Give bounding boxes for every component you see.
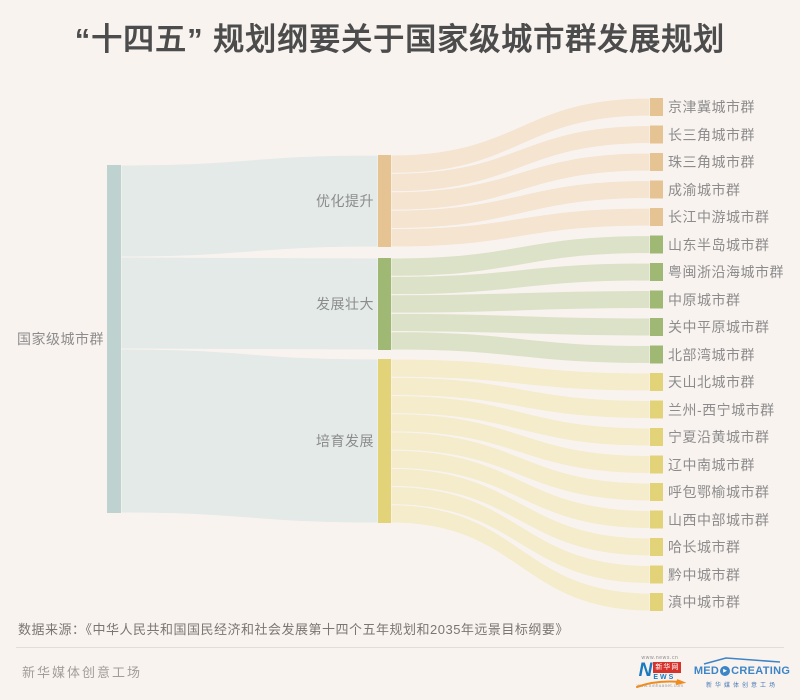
group-label: 发展壮大	[316, 296, 374, 312]
cluster-node-18	[650, 593, 663, 611]
cluster-label: 黔中城市群	[668, 566, 741, 583]
flow-group-0-to-cluster-3	[390, 179, 651, 230]
cluster-label: 哈长城市群	[668, 539, 741, 555]
data-source-note: 数据来源：《中华人民共和国国民经济和社会发展第十四个五年规划和2035年远景目标…	[18, 622, 569, 637]
play-icon: ▶	[720, 665, 731, 676]
cluster-label: 关中平原城市群	[668, 319, 770, 335]
cluster-node-7	[650, 290, 663, 309]
cluster-label: 北部湾城市群	[668, 346, 755, 363]
cluster-label: 兰州-西宁城市群	[668, 401, 775, 418]
cluster-label: 滇中城市群	[668, 594, 741, 610]
cluster-node-6	[650, 263, 663, 281]
group-node-2	[378, 359, 391, 523]
cluster-label: 粤闽浙沿海城市群	[668, 264, 784, 280]
cluster-label: 长江中游城市群	[668, 209, 770, 225]
cluster-label: 辽中南城市群	[668, 456, 755, 473]
cluster-node-1	[650, 125, 663, 144]
cluster-node-15	[650, 510, 663, 529]
footer-logos: www.news.cn N 新华网 EWS www.xinhuanet.com …	[634, 650, 790, 694]
medcreating-logo: MED ▶ CREATING 新华媒体创意工场	[694, 656, 790, 689]
cluster-label: 宁夏沿黄城市群	[668, 429, 770, 445]
cluster-label: 呼包鄂榆城市群	[668, 484, 770, 500]
cluster-node-11	[650, 400, 663, 419]
group-label: 优化提升	[316, 193, 374, 209]
cluster-label: 天山北城市群	[668, 374, 755, 390]
page-title: “十四五” 规划纲要关于国家级城市群发展规划	[74, 22, 726, 57]
cluster-node-5	[650, 235, 663, 254]
cluster-node-2	[650, 153, 663, 171]
cluster-label: 成渝城市群	[668, 181, 741, 198]
cluster-node-0	[650, 98, 663, 116]
cluster-node-13	[650, 455, 663, 474]
xinhuanet-url-bottom: www.xinhuanet.com	[636, 683, 684, 688]
cluster-node-9	[650, 345, 663, 364]
xinhuanet-swoosh-icon	[636, 679, 686, 688]
group-label: 培育发展	[316, 433, 374, 449]
xinhuanet-logo: www.news.cn N 新华网 EWS www.xinhuanet.com	[634, 655, 686, 689]
cluster-node-10	[650, 373, 663, 391]
root-label: 国家级城市群	[17, 331, 104, 347]
group-node-0	[378, 155, 391, 247]
cluster-label: 京津冀城市群	[668, 99, 755, 115]
cluster-node-4	[650, 208, 663, 226]
medcreating-wordmark: MED ▶ CREATING	[693, 664, 791, 677]
cluster-node-8	[650, 318, 663, 336]
cluster-node-16	[650, 538, 663, 556]
footer-brand-text: 新华媒体创意工场	[22, 665, 143, 680]
cluster-label: 山东半岛城市群	[668, 236, 770, 253]
xinhuanet-wordmark: N 新华网 EWS	[638, 660, 682, 681]
medcreating-roof-icon	[703, 656, 781, 665]
medcreating-subtext: 新华媒体创意工场	[705, 682, 778, 689]
root-node	[107, 165, 121, 513]
xinhuanet-n-letter: N	[638, 660, 653, 681]
xinhuanet-red-box: 新华网	[653, 662, 682, 673]
group-node-1	[378, 258, 391, 350]
cluster-node-14	[650, 483, 663, 501]
footer-divider	[16, 647, 784, 648]
xinhuanet-url-top: www.news.cn	[641, 655, 679, 661]
xinhuanet-news-text: EWS	[653, 674, 676, 681]
cluster-label: 珠三角城市群	[668, 154, 755, 170]
cluster-node-12	[650, 428, 663, 446]
cluster-label: 长三角城市群	[668, 126, 755, 143]
cluster-node-17	[650, 565, 663, 584]
cluster-label: 山西中部城市群	[668, 511, 770, 528]
cluster-label: 中原城市群	[668, 291, 741, 308]
cluster-node-3	[650, 180, 663, 199]
